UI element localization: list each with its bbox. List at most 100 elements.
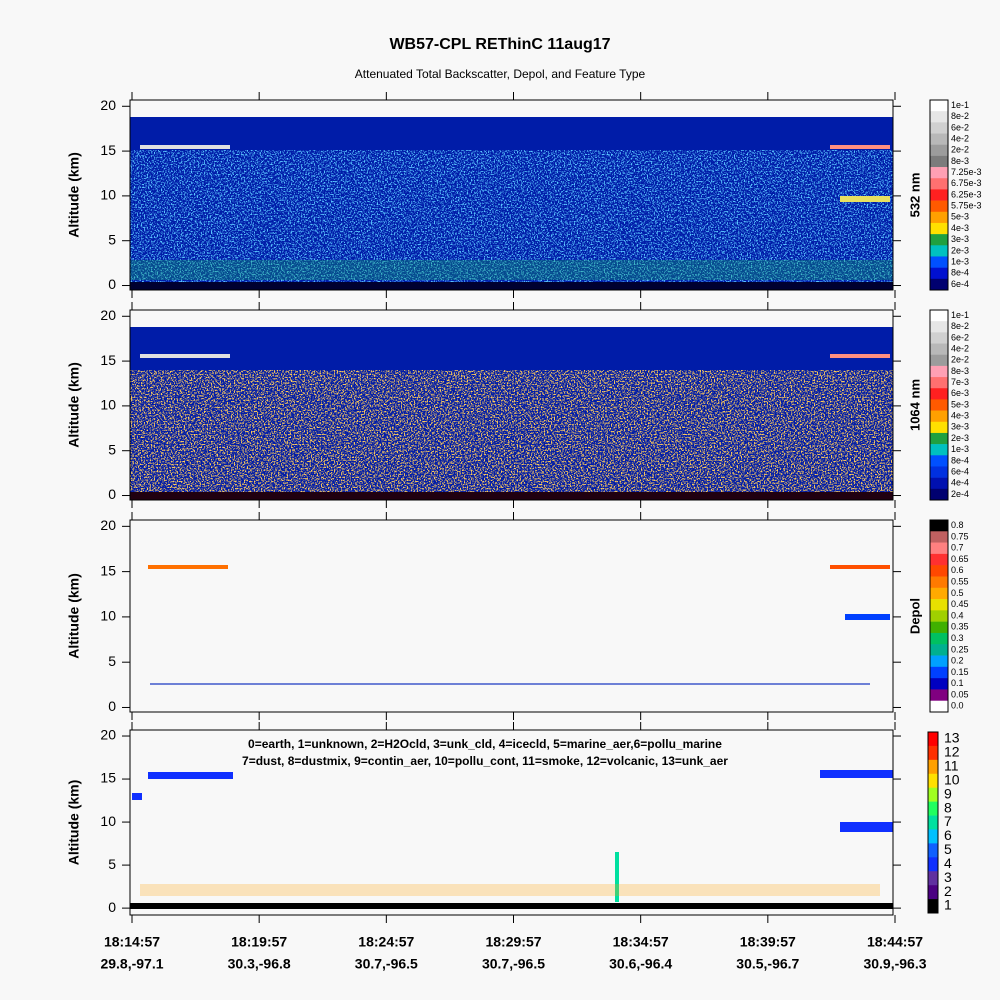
colorbar-swatch xyxy=(930,632,948,645)
colorbar-label: 0.5 xyxy=(951,588,964,598)
colorbar-label: 0.05 xyxy=(951,689,969,699)
colorbar-label: 13 xyxy=(944,730,960,746)
colorbar-swatch xyxy=(930,700,948,713)
colorbar-swatch xyxy=(930,111,948,123)
colorbar-swatch xyxy=(930,310,948,322)
colorbar-swatch xyxy=(930,542,948,555)
colorbar-swatch xyxy=(930,354,948,367)
x-location-label: 30.9,-96.3 xyxy=(863,956,926,972)
y-tick-label: 15 xyxy=(100,352,116,368)
colorbar-swatch xyxy=(930,167,948,179)
colorbar-label: 1e-1 xyxy=(951,310,969,320)
colorbar-swatch xyxy=(928,815,938,830)
colorbar-swatch xyxy=(930,644,948,656)
colorbar-label: 12 xyxy=(944,744,960,760)
y-tick-label: 0 xyxy=(108,698,116,714)
colorbar-label: 0.35 xyxy=(951,622,969,632)
colorbar-label: 6 xyxy=(944,827,952,843)
colorbar-swatch xyxy=(930,332,948,344)
colorbar-label: 3e-3 xyxy=(951,234,969,244)
colorbar-label: 0.7 xyxy=(951,543,964,553)
colorbar-swatch xyxy=(930,133,948,146)
colorbar-label: 5 xyxy=(944,841,952,857)
y-tick-label: 0 xyxy=(108,486,116,502)
colorbar-label: 2e-2 xyxy=(951,145,969,155)
colorbar-label: 0.4 xyxy=(951,610,964,620)
y-tick-label: 10 xyxy=(100,813,116,829)
x-location-label: 30.7,-96.5 xyxy=(482,956,545,972)
colorbar-label: 8e-3 xyxy=(951,156,969,166)
colorbar-swatch xyxy=(928,773,938,788)
colorbar-swatch xyxy=(930,155,948,168)
y-tick-label: 15 xyxy=(100,770,116,786)
colorbar-swatch xyxy=(930,222,948,235)
colorbar-swatch xyxy=(930,678,948,690)
colorbar-swatch xyxy=(930,343,948,356)
colorbar-label: 0.65 xyxy=(951,554,969,564)
x-tick-label: 18:24:57 xyxy=(358,934,414,950)
colorbar-swatch xyxy=(930,100,948,112)
x-location-label: 30.3,-96.8 xyxy=(228,956,291,972)
colorbar-swatch xyxy=(930,520,948,532)
colorbar-swatch xyxy=(928,732,938,747)
colorbar-swatch xyxy=(930,256,948,268)
colorbar-label: 0.15 xyxy=(951,667,969,677)
colorbar-label: 0.25 xyxy=(951,644,969,654)
colorbar-label: 6.75e-3 xyxy=(951,178,982,188)
colorbar-swatch xyxy=(930,377,948,389)
plot-frame xyxy=(129,309,894,501)
colorbar-label: 8e-4 xyxy=(951,455,969,465)
colorbar-swatch xyxy=(930,531,948,543)
colorbar-swatch xyxy=(930,689,948,702)
colorbar-swatch xyxy=(928,899,938,914)
colorbar-label: 11 xyxy=(944,758,959,774)
colorbar-title: 1064 nm xyxy=(907,379,922,431)
colorbar-label: 0.55 xyxy=(951,576,969,586)
colorbar-label: 8e-4 xyxy=(951,268,969,278)
colorbar-frame xyxy=(929,309,949,501)
colorbar-swatch xyxy=(930,599,948,611)
colorbar-swatch xyxy=(928,801,938,816)
colorbar-swatch xyxy=(930,399,948,411)
y-tick-label: 5 xyxy=(108,441,116,457)
title: WB57-CPL REThinC 11aug17 xyxy=(389,36,610,53)
colorbar-label: 2e-4 xyxy=(951,489,969,499)
colorbar-swatch xyxy=(928,759,938,775)
colorbar-swatch xyxy=(930,655,948,668)
colorbar-label: 8e-2 xyxy=(951,111,969,121)
colorbar-swatch xyxy=(930,488,948,501)
x-tick-label: 18:44:57 xyxy=(867,934,923,950)
subtitle: Attenuated Total Backscatter, Depol, and… xyxy=(355,67,646,81)
x-location-label: 30.6,-96.4 xyxy=(609,956,672,972)
colorbar-label: 0.1 xyxy=(951,678,964,688)
y-tick-label: 0 xyxy=(108,899,116,915)
colorbar-swatch xyxy=(930,365,948,378)
x-location-label: 30.7,-96.5 xyxy=(355,956,418,972)
y-tick-label: 10 xyxy=(100,608,116,624)
colorbar-swatch xyxy=(930,553,948,566)
colorbar-label: 5e-3 xyxy=(951,399,969,409)
x-location-label: 29.8,-97.1 xyxy=(100,956,163,972)
colorbar-swatch xyxy=(930,122,948,134)
colorbar-swatch xyxy=(930,267,948,280)
colorbar-label: 8 xyxy=(944,799,952,815)
colorbar-label: 8e-3 xyxy=(951,366,969,376)
colorbar-swatch xyxy=(930,477,948,490)
colorbar-label: 6e-4 xyxy=(951,279,969,289)
colorbar-label: 10 xyxy=(944,771,960,787)
colorbar-swatch xyxy=(930,410,948,423)
colorbar-label: 0.0 xyxy=(951,701,964,711)
colorbar-swatch xyxy=(930,178,948,190)
colorbar-label: 4e-2 xyxy=(951,343,969,353)
colorbar-label: 8e-2 xyxy=(951,321,969,331)
x-tick-label: 18:29:57 xyxy=(485,934,541,950)
colorbar-swatch xyxy=(930,234,948,246)
y-tick-label: 5 xyxy=(108,653,116,669)
colorbar-label: 4 xyxy=(944,855,952,871)
y-tick-label: 10 xyxy=(100,397,116,413)
colorbar-label: 5.75e-3 xyxy=(951,201,982,211)
colorbar-swatch xyxy=(930,388,948,400)
plot-frame xyxy=(129,99,894,291)
colorbar-swatch xyxy=(930,666,948,679)
colorbar-label: 5e-3 xyxy=(951,212,969,222)
